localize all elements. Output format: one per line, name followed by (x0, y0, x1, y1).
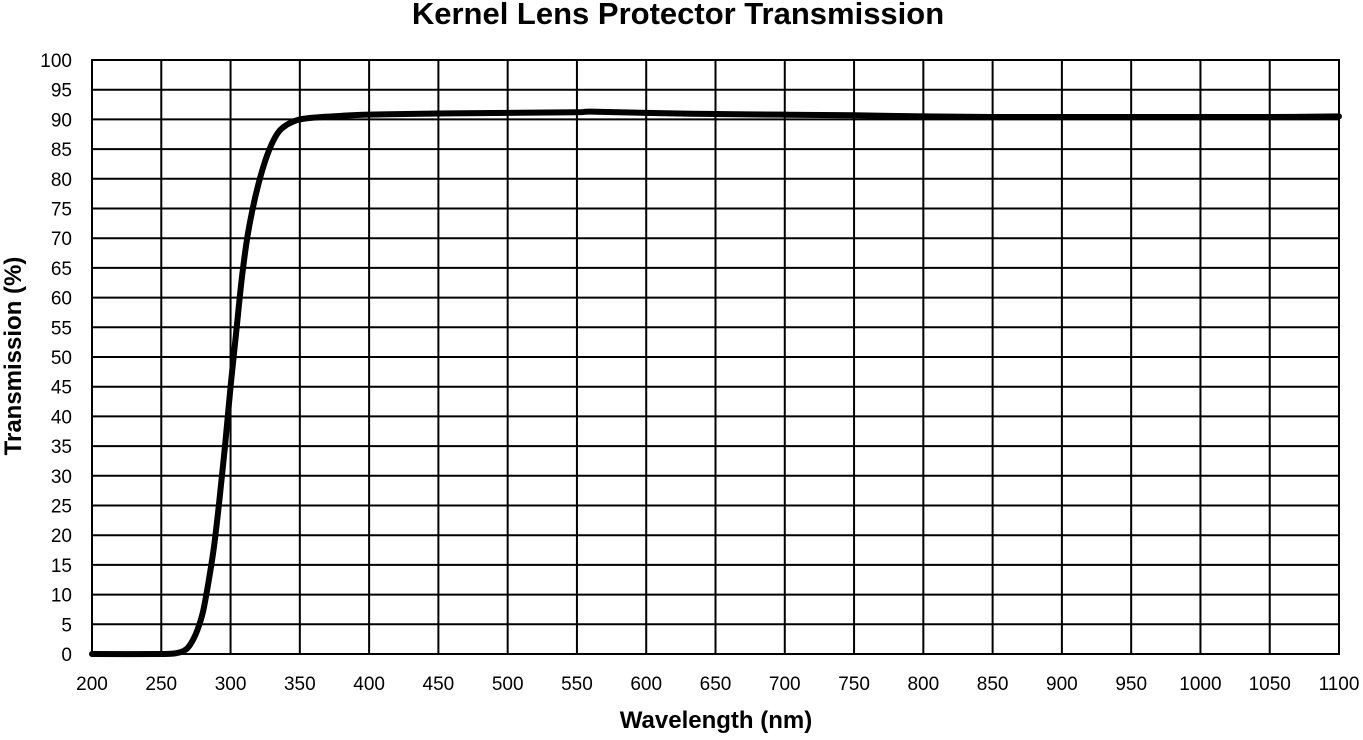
y-axis-label: Transmission (%) (0, 257, 27, 456)
x-tick-label: 950 (1115, 674, 1147, 695)
x-tick-label: 1100 (1319, 674, 1360, 695)
y-tick-label: 10 (51, 586, 72, 607)
x-tick-label: 700 (769, 674, 801, 695)
y-tick-label: 65 (51, 259, 72, 280)
x-tick-label: 350 (284, 674, 316, 695)
x-tick-label: 900 (1046, 674, 1078, 695)
x-tick-label: 450 (423, 674, 455, 695)
x-tick-label: 250 (145, 674, 177, 695)
transmission-series-line (89, 108, 1342, 658)
y-tick-label: 25 (51, 497, 72, 518)
line-layer (89, 108, 1342, 658)
x-tick-label: 400 (353, 674, 385, 695)
y-tick-label: 70 (51, 229, 72, 250)
x-tick-label: 850 (977, 674, 1009, 695)
y-tick-label: 5 (61, 615, 72, 636)
x-tick-label: 750 (838, 674, 870, 695)
y-tick-label: 45 (51, 378, 72, 399)
x-tick-label: 800 (907, 674, 939, 695)
x-tick-label: 500 (492, 674, 524, 695)
x-tick-label: 550 (561, 674, 593, 695)
x-tick-label: 1000 (1179, 674, 1221, 695)
y-tick-label: 90 (51, 110, 72, 131)
x-tick-label: 600 (630, 674, 662, 695)
y-axis-ticks: 0 5 10 15 20 25 30 35 40 45 50 55 60 65 70 75 80 85 90 95 10… (40, 51, 72, 666)
y-tick-label: 15 (51, 556, 72, 577)
y-tick-label: 30 (51, 467, 72, 488)
y-tick-label: 55 (51, 318, 72, 339)
x-tick-label: 200 (76, 674, 108, 695)
chart-title: Kernel Lens Protector Transmission (412, 0, 944, 31)
x-axis-ticks: 200 250 300 350 400 450 500 550 600 650 700 750 800 8… (76, 674, 1359, 695)
y-tick-label: 20 (51, 526, 72, 547)
x-tick-label: 650 (700, 674, 732, 695)
y-tick-label: 95 (51, 81, 72, 102)
y-tick-label: 85 (51, 140, 72, 161)
y-tick-label: 40 (51, 407, 72, 428)
y-tick-label: 100 (40, 51, 72, 72)
y-tick-label: 80 (51, 170, 72, 191)
y-tick-label: 75 (51, 200, 72, 221)
y-tick-label: 50 (51, 348, 72, 369)
y-tick-label: 60 (51, 289, 72, 310)
y-tick-label: 35 (51, 437, 72, 458)
x-tick-label: 1050 (1249, 674, 1291, 695)
x-tick-label: 300 (215, 674, 247, 695)
y-tick-label: 0 (61, 645, 72, 666)
grid (91, 59, 1340, 655)
x-axis-label: Wavelength (nm) (620, 707, 812, 734)
plot-area-border (91, 59, 1340, 655)
